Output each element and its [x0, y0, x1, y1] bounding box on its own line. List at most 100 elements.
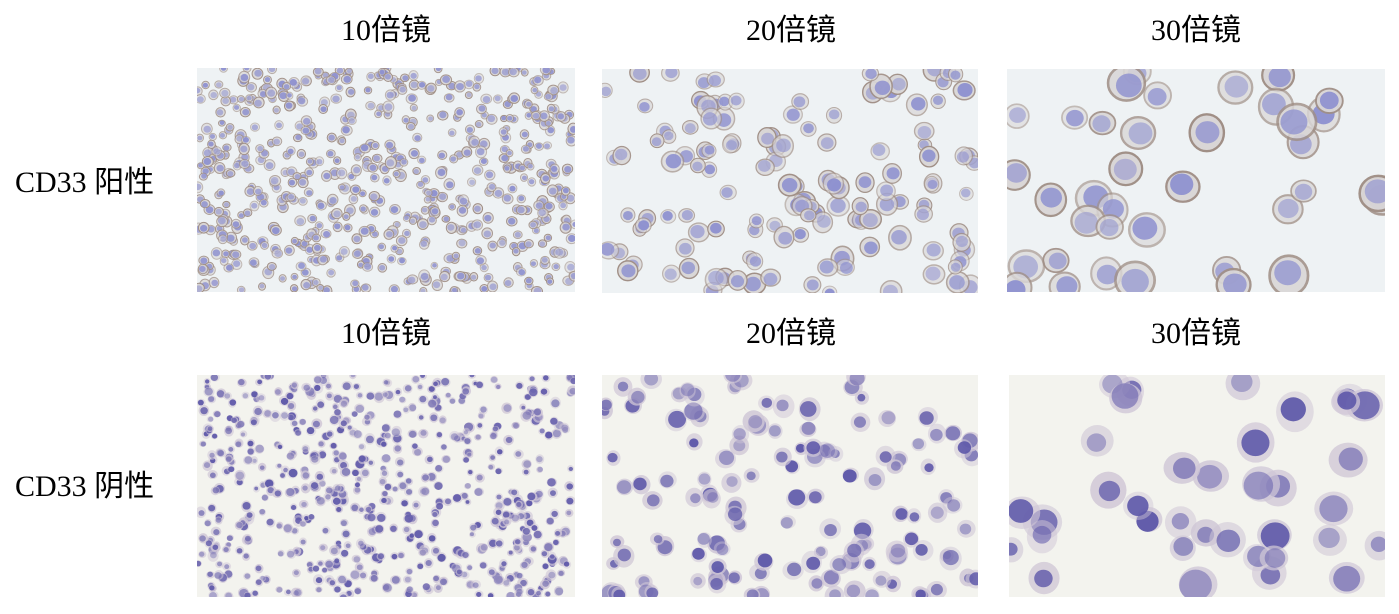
cell: [300, 278, 312, 291]
cell: [543, 201, 555, 213]
cell: [530, 285, 544, 292]
cell: [245, 510, 256, 521]
cell: [557, 569, 566, 577]
cell: [1272, 194, 1304, 225]
cell: [359, 143, 371, 154]
cell: [215, 107, 226, 118]
cell: [259, 198, 269, 208]
cell: [713, 541, 731, 557]
cell: [914, 205, 934, 223]
cell: [361, 262, 374, 272]
cell: [554, 528, 563, 538]
cell: [539, 68, 552, 76]
cell: [316, 200, 327, 211]
cell: [927, 423, 947, 444]
cell: [204, 539, 213, 548]
cell: [298, 500, 309, 509]
cell: [888, 224, 912, 251]
cell: [803, 438, 823, 457]
cell: [551, 262, 561, 272]
cell: [359, 467, 370, 479]
cell: [355, 391, 364, 400]
cell: [317, 254, 329, 266]
cell: [525, 499, 533, 507]
cell: [754, 552, 774, 571]
cell: [448, 561, 457, 570]
cell: [263, 75, 272, 85]
cell: [629, 69, 650, 83]
cell: [876, 181, 896, 202]
cell: [438, 415, 447, 425]
cell: [341, 380, 353, 391]
cell: [261, 493, 269, 502]
cell: [336, 574, 348, 585]
cell: [1314, 491, 1354, 526]
cell: [243, 572, 252, 581]
cell: [715, 449, 736, 469]
cell: [509, 512, 521, 523]
cell: [392, 443, 403, 454]
cell: [208, 132, 217, 141]
cell: [954, 439, 973, 459]
cell: [463, 436, 472, 445]
cell: [551, 428, 562, 439]
cell: [939, 546, 962, 571]
cell: [924, 175, 940, 193]
cell: [455, 568, 463, 576]
cell: [210, 486, 220, 496]
cell: [287, 177, 298, 188]
cell: [245, 82, 257, 93]
cell: [678, 257, 700, 280]
cell: [292, 172, 302, 181]
cell: [686, 433, 703, 451]
cell: [882, 163, 903, 184]
cell: [463, 79, 475, 90]
cell: [433, 583, 443, 594]
cell: [549, 396, 561, 409]
cell: [351, 248, 363, 259]
cell: [365, 101, 376, 111]
cell: [216, 188, 226, 197]
cell: [487, 592, 495, 597]
cell: [429, 412, 439, 423]
cell: [328, 578, 337, 587]
cell: [398, 396, 407, 404]
cell: [678, 208, 696, 223]
cell: [360, 283, 372, 292]
cell: [354, 562, 364, 573]
cell: [505, 591, 516, 597]
cell: [197, 263, 209, 275]
cell: [339, 549, 349, 558]
cell: [610, 535, 625, 548]
cell: [743, 468, 760, 483]
cell: [494, 446, 504, 457]
cell: [382, 378, 391, 387]
cell: [238, 158, 251, 170]
cell: [338, 419, 348, 429]
cell: [543, 541, 555, 553]
cell: [702, 488, 721, 509]
cell: [1007, 103, 1030, 129]
cell: [616, 478, 634, 496]
cell: [210, 542, 221, 552]
cell: [519, 173, 529, 182]
micrograph-negative-20x: [602, 375, 978, 597]
cell: [219, 256, 229, 266]
cell: [658, 471, 677, 489]
cell: [660, 209, 677, 224]
cell: [299, 537, 307, 546]
cell: [283, 588, 293, 596]
cell: [828, 445, 844, 462]
cell: [380, 465, 388, 472]
cell: [862, 556, 877, 571]
cell: [701, 143, 717, 159]
cell: [296, 96, 309, 107]
cell: [952, 232, 971, 252]
cell: [351, 233, 363, 245]
cell: [422, 583, 431, 592]
cell: [481, 227, 494, 240]
cell: [207, 503, 217, 513]
cell: [1090, 471, 1127, 509]
cell: [861, 69, 880, 82]
cell: [294, 429, 303, 437]
